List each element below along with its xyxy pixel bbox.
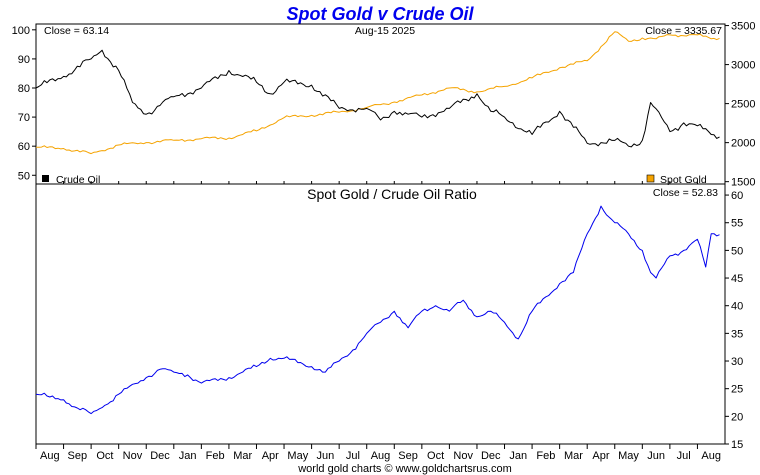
spot-gold-line [36, 31, 720, 155]
ratio-y-tick-label: 55 [731, 218, 743, 230]
chart-title: Spot Gold v Crude Oil [286, 4, 474, 24]
bottom-panel-frame [35, 183, 726, 445]
y-right-tick-label: 3500 [731, 21, 755, 33]
y-left-tick-label: 60 [18, 141, 30, 153]
oil-close-readout: Close = 63.14 [44, 25, 109, 37]
x-tick-label: Dec [481, 450, 501, 462]
y-left-tick-label: 50 [18, 170, 30, 182]
ratio-y-tick-label: 40 [731, 301, 743, 313]
y-right-tick-label: 3000 [731, 60, 755, 72]
x-tick-label: May [287, 450, 308, 462]
x-tick-label: Sep [68, 450, 88, 462]
ratio-close-readout: Close = 52.83 [653, 187, 718, 199]
ratio-y-tick-label: 15 [731, 439, 743, 451]
x-tick-label: Apr [262, 450, 279, 462]
x-tick-label: Aug [40, 450, 60, 462]
ratio-y-tick-label: 50 [731, 245, 743, 257]
x-tick-label: Apr [592, 450, 609, 462]
x-tick-label: Jul [346, 450, 360, 462]
ratio-y-tick-label: 35 [731, 328, 743, 340]
x-tick-label: Dec [150, 450, 170, 462]
x-tick-label: Aug [371, 450, 391, 462]
y-left-tick-label: 90 [18, 54, 30, 66]
x-tick-label: Mar [233, 450, 252, 462]
x-tick-label: Jun [647, 450, 665, 462]
legend-oil-label: Crude Oil [56, 174, 100, 186]
footer-credit: world gold charts © www.goldchartsrus.co… [297, 463, 512, 475]
ratio-y-tick-label: 30 [731, 356, 743, 368]
x-tick-label: Oct [96, 450, 113, 462]
ratio-y-tick-label: 60 [731, 190, 743, 202]
x-tick-label: Feb [536, 450, 555, 462]
top-panel-frame [35, 23, 726, 185]
y-left-tick-label: 80 [18, 83, 30, 95]
y-right-tick-label: 1500 [731, 177, 755, 189]
x-tick-label: Jul [677, 450, 691, 462]
ratio-y-tick-label: 20 [731, 411, 743, 423]
x-tick-label: Feb [206, 450, 225, 462]
ratio-y-tick-label: 45 [731, 273, 743, 285]
x-tick-label: Nov [453, 450, 473, 462]
legend-oil-swatch [42, 175, 49, 182]
x-tick-label: Jan [509, 450, 527, 462]
y-right-tick-label: 2500 [731, 99, 755, 111]
y-left-tick-label: 100 [12, 25, 30, 37]
gold-oil-ratio-line [35, 205, 720, 415]
ratio-y-tick-label: 25 [731, 384, 743, 396]
gold-close-readout: Close = 3335.67 [645, 25, 722, 37]
y-right-tick-label: 2000 [731, 138, 755, 150]
x-tick-label: Sep [398, 450, 418, 462]
x-tick-label: Aug [701, 450, 721, 462]
x-tick-label: Oct [427, 450, 444, 462]
legend-gold-label: Spot Gold [660, 174, 707, 186]
y-left-tick-label: 70 [18, 112, 30, 124]
date-label: Aug-15 2025 [355, 25, 415, 37]
x-tick-label: Mar [564, 450, 583, 462]
x-tick-label: Jun [317, 450, 335, 462]
crude-oil-line [35, 49, 720, 148]
legend-gold-swatch [646, 174, 655, 183]
ratio-panel-title: Spot Gold / Crude Oil Ratio [307, 186, 477, 202]
x-tick-label: May [618, 450, 639, 462]
plot-layer: 50 60 70 80 90 100 1500 2000 2500 3000 3500 15 20 25 3… [12, 21, 756, 462]
x-tick-label: Nov [123, 450, 143, 462]
x-tick-label: Jan [179, 450, 197, 462]
